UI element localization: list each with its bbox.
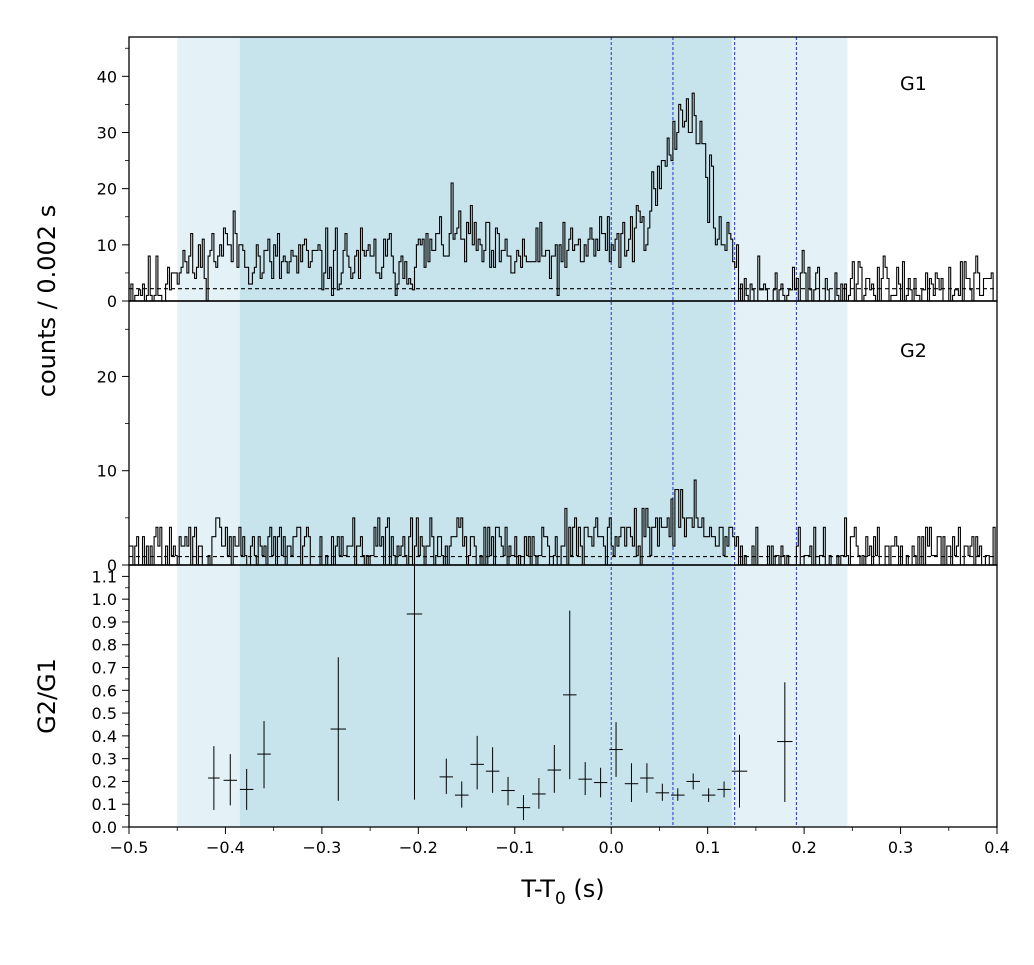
- ratio-panel: [208, 565, 793, 821]
- g1-panel-label: G1: [900, 73, 927, 95]
- panel-2-ytick-label-4: 0.4: [92, 727, 117, 746]
- panel-2-ytick-label-10: 1.0: [92, 590, 117, 609]
- axis-ticks: 0 10 20 30 40 0 10 20 0.0 0.1 0.2 0.3 0.4 0.5 0.6 0.7 0.…: [92, 47, 1010, 857]
- panel-2-ytick-label-2: 0.2: [92, 772, 117, 791]
- panel-1-ytick-label-1: 10: [97, 462, 117, 481]
- panel-0-ytick-label-0: 0: [107, 292, 117, 311]
- xtick-label-5: 0.0: [598, 838, 623, 857]
- panel-0-ytick-label-2: 20: [97, 180, 117, 199]
- panel-0-ytick-label-3: 30: [97, 123, 117, 142]
- panel-0-ytick-label-4: 40: [97, 67, 117, 86]
- x-axis-title-main: T-T: [520, 875, 555, 903]
- panel-2-ytick-label-9: 0.9: [92, 613, 117, 632]
- xtick-label-1: −0.4: [206, 838, 245, 857]
- vertical-markers: [610, 37, 797, 827]
- panel-0-ytick-label-1: 10: [97, 236, 117, 255]
- xtick-label-0: −0.5: [110, 838, 149, 857]
- panel-2-ytick-label-5: 0.5: [92, 704, 117, 723]
- x-axis-title-unit: (s): [566, 875, 605, 903]
- panel-2-ytick-label-1: 0.1: [92, 795, 117, 814]
- xtick-label-3: −0.2: [399, 838, 438, 857]
- panel-1-ytick-label-0: 0: [107, 556, 117, 575]
- xtick-label-6: 0.1: [695, 838, 720, 857]
- x-axis-title-subscript: 0: [555, 889, 566, 909]
- panel-2-ytick-label-0: 0.0: [92, 818, 117, 837]
- panel-2-ytick-label-6: 0.6: [92, 681, 117, 700]
- panel-2-ytick-label-11: 1.1: [92, 567, 117, 586]
- xtick-label-7: 0.2: [791, 838, 816, 857]
- xtick-label-4: −0.1: [495, 838, 534, 857]
- xtick-label-9: 0.4: [984, 838, 1009, 857]
- x-axis-title: T-T0 (s): [520, 875, 604, 909]
- g2-histogram: [129, 479, 997, 566]
- panel-2-ytick-label-8: 0.8: [92, 636, 117, 655]
- xtick-label-2: −0.3: [302, 838, 341, 857]
- shaded-intervals: [177, 37, 848, 827]
- xtick-label-8: 0.3: [888, 838, 913, 857]
- panel-2-ytick-label-3: 0.3: [92, 750, 117, 769]
- ratio-y-axis-title: G2/G1: [33, 658, 61, 734]
- panel-1-ytick-label-2: 20: [97, 367, 117, 386]
- g2-panel-label: G2: [900, 340, 927, 362]
- shared-y-axis-title: counts / 0.002 s: [33, 205, 61, 397]
- g1-histogram: [129, 92, 997, 302]
- panel-2-ytick-label-7: 0.7: [92, 659, 117, 678]
- shaded-interval-1: [239, 37, 732, 827]
